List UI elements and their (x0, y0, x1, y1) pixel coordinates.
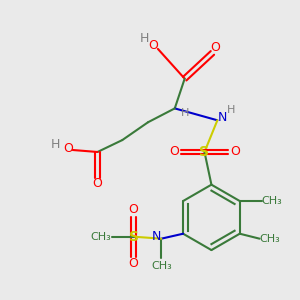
Text: O: O (93, 177, 102, 190)
Text: CH₃: CH₃ (151, 261, 172, 272)
Text: O: O (129, 257, 139, 270)
Text: S: S (200, 145, 209, 159)
Text: H: H (51, 138, 61, 151)
Text: N: N (152, 230, 161, 243)
Text: H: H (227, 105, 236, 116)
Text: H: H (140, 32, 149, 44)
Text: CH₃: CH₃ (91, 232, 111, 242)
Text: CH₃: CH₃ (261, 196, 282, 206)
Text: S: S (129, 230, 139, 244)
Text: O: O (169, 146, 179, 158)
Text: H: H (181, 108, 189, 118)
Text: O: O (211, 41, 220, 55)
Text: O: O (230, 146, 240, 158)
Text: O: O (129, 203, 139, 216)
Text: O: O (63, 142, 73, 154)
Text: CH₃: CH₃ (259, 234, 280, 244)
Text: O: O (148, 40, 158, 52)
Text: N: N (218, 111, 227, 124)
